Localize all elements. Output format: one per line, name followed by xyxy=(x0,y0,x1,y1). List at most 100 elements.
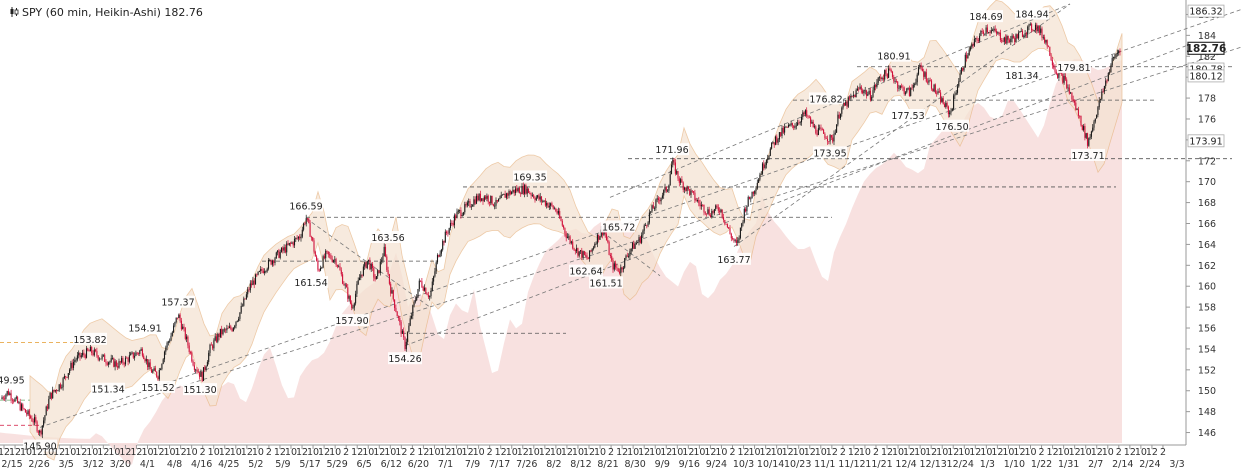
x-tick-hour: 10 xyxy=(649,447,661,458)
x-tick-hour: 12 xyxy=(804,447,816,458)
candle-body xyxy=(28,410,30,417)
candle-body xyxy=(1008,39,1011,43)
candle-body xyxy=(366,261,368,269)
candle-body xyxy=(456,211,458,219)
x-tick-date: 4/1 xyxy=(140,459,155,470)
candle-body xyxy=(332,260,335,262)
x-tick-hour: 10 xyxy=(693,447,705,458)
candle-body xyxy=(902,86,904,88)
x-tick-date: 8/2 xyxy=(546,459,561,470)
candle-body xyxy=(325,250,327,259)
x-tick-hour: 2 xyxy=(608,447,614,458)
candle-body xyxy=(228,326,231,328)
candle-body xyxy=(132,352,134,358)
candle-body xyxy=(500,194,502,199)
x-tick-date: 5/9 xyxy=(275,459,290,470)
candle-body xyxy=(279,252,281,258)
candle-body xyxy=(306,218,309,220)
candle-body xyxy=(150,369,153,373)
candle-body xyxy=(903,87,905,94)
candle-body xyxy=(511,191,513,195)
candle-body xyxy=(218,333,220,338)
price-annotation: 151.52 xyxy=(141,383,174,394)
candle-body xyxy=(59,384,62,388)
candle-body xyxy=(702,204,704,206)
candle-body xyxy=(251,283,253,286)
candle-body xyxy=(745,208,747,212)
candle-body xyxy=(149,362,151,370)
candle-body xyxy=(1053,65,1055,68)
x-tick-hour: 12 xyxy=(947,447,959,458)
x-tick-hour: 10 xyxy=(627,447,639,458)
candle-body xyxy=(321,267,323,269)
candle-body xyxy=(26,412,28,415)
candle-body xyxy=(457,210,459,212)
annotation-bg xyxy=(183,383,217,396)
candle-body xyxy=(720,209,722,212)
candle-body xyxy=(352,307,354,309)
candle-body xyxy=(41,425,43,435)
candle-body xyxy=(841,107,843,114)
candle-body xyxy=(283,247,285,251)
candle-body xyxy=(847,97,849,107)
candle-body xyxy=(425,287,427,294)
candlestick-icon xyxy=(10,7,19,17)
price-axis-label: 180.12 xyxy=(1189,71,1222,82)
candle-body xyxy=(682,182,684,190)
candle-body xyxy=(477,195,479,201)
x-tick-hour: 2 xyxy=(266,447,272,458)
candle-body xyxy=(1088,138,1090,146)
candle-body xyxy=(719,210,721,212)
candle-body xyxy=(871,96,873,100)
candle-body xyxy=(730,233,732,239)
candle-body xyxy=(111,358,114,360)
candle-body xyxy=(137,353,140,355)
candle-body xyxy=(361,274,363,276)
candle-body xyxy=(955,92,957,95)
candle-body xyxy=(635,242,637,244)
candle-body xyxy=(300,236,302,239)
candle-body xyxy=(994,28,996,32)
x-tick-hour: 10 xyxy=(671,447,683,458)
candle-body xyxy=(660,197,662,202)
candle-body xyxy=(540,196,543,202)
candle-body xyxy=(459,210,461,212)
candle-body xyxy=(14,398,16,402)
candle-body xyxy=(464,204,466,213)
x-tick-hour: 2 xyxy=(840,447,846,458)
candle-body xyxy=(582,251,584,258)
candle-body xyxy=(357,280,359,285)
price-annotation: 157.90 xyxy=(335,316,368,327)
candle-body xyxy=(940,92,942,103)
candle-body xyxy=(513,189,515,194)
candle-body xyxy=(889,68,891,70)
x-tick-hour: 2 xyxy=(343,447,349,458)
candle-body xyxy=(646,224,648,226)
candle-body xyxy=(958,81,960,87)
candle-body xyxy=(826,138,829,142)
price-axis-box xyxy=(1187,134,1225,148)
candle-body xyxy=(568,236,570,238)
candle-body xyxy=(448,228,450,234)
candle-body xyxy=(186,336,188,339)
candle-body xyxy=(968,49,970,56)
candle-body xyxy=(160,369,162,371)
candle-body xyxy=(275,252,277,259)
price-annotations: 149.95 145.90 153.82 151.34 154.91 151.52 157.… xyxy=(0,7,1105,453)
x-tick-hour: 12 xyxy=(31,447,43,458)
candle-body xyxy=(427,295,429,298)
candle-body xyxy=(594,243,596,248)
candle-body xyxy=(179,314,181,321)
candle-body xyxy=(392,290,394,300)
candle-body xyxy=(808,116,810,118)
candle-body xyxy=(169,340,171,342)
candle-body xyxy=(1006,35,1008,44)
candle-body xyxy=(455,215,457,219)
x-tick-hour: 10 xyxy=(1135,447,1147,458)
candle-body xyxy=(492,204,494,206)
candle-body xyxy=(108,362,110,365)
candle-body xyxy=(243,298,245,306)
candle-body xyxy=(370,263,372,270)
price-annotation: 180.91 xyxy=(877,52,910,63)
